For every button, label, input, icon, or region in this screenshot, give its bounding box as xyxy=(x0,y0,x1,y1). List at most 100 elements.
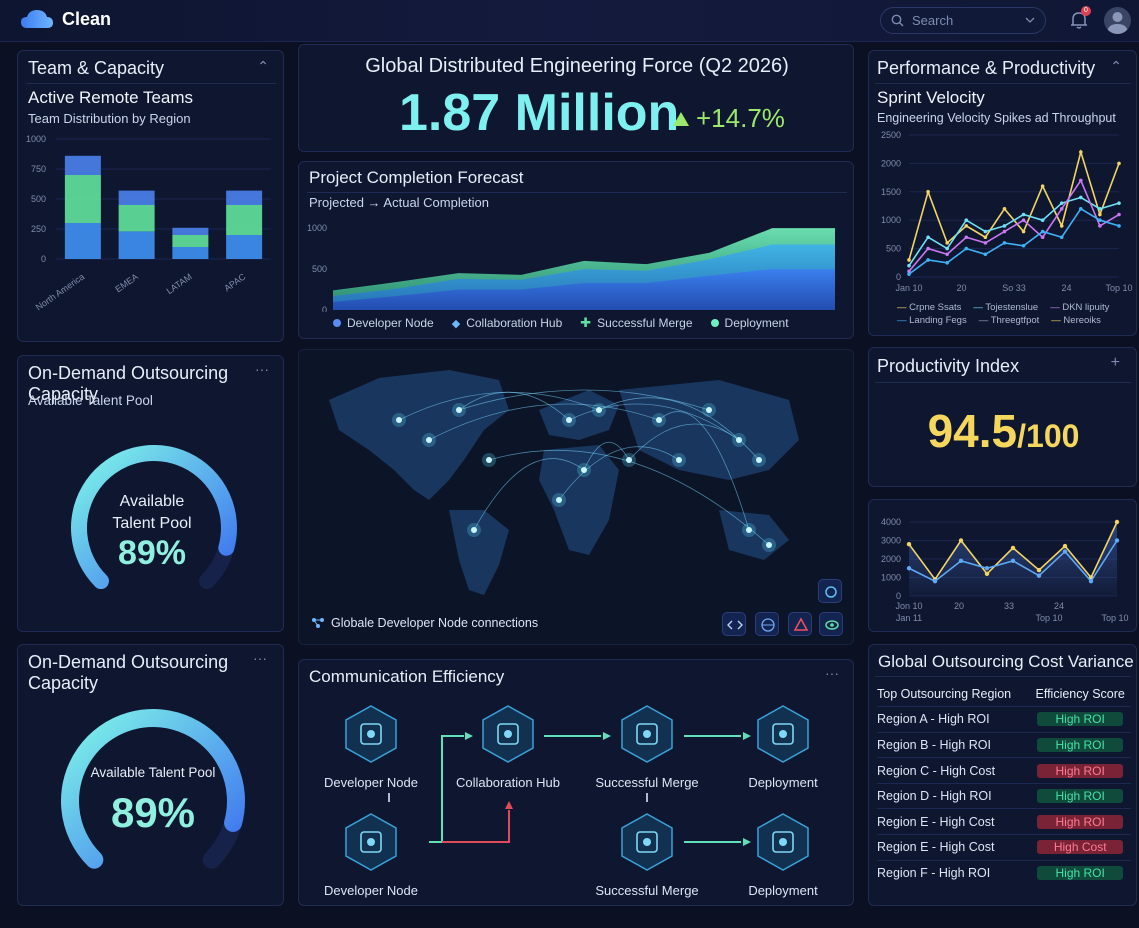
app-name: Clean xyxy=(62,8,112,29)
column-header-region[interactable]: Top Outsourcing Region xyxy=(877,686,1012,701)
data-point xyxy=(945,261,949,265)
world-map[interactable] xyxy=(299,350,855,646)
legend-item-successful-merge[interactable]: ✚ Successful Merge xyxy=(580,315,692,331)
data-point xyxy=(984,571,990,576)
region-cell: Region C - High Cost xyxy=(877,757,1030,784)
data-point xyxy=(1059,224,1064,228)
legend-item-collaboration-hub[interactable]: ◆ Collaboration Hub xyxy=(452,316,563,330)
table-row[interactable]: Region C - High Cost High ROI xyxy=(877,757,1131,784)
world-map-panel: Globale Developer Node connections xyxy=(298,349,854,645)
flow-arrow xyxy=(429,735,464,843)
data-point xyxy=(1040,229,1045,234)
more-options-icon[interactable]: ··· xyxy=(253,650,267,666)
continent-shape xyxy=(329,370,509,500)
map-code-button[interactable] xyxy=(722,612,746,636)
flow-node-successful-merge[interactable]: Successful Merge xyxy=(589,704,705,790)
talent-gauge xyxy=(71,445,237,590)
icon-glyph xyxy=(360,831,382,853)
bar xyxy=(172,235,209,247)
node-point xyxy=(596,407,602,413)
flow-node-developer-2[interactable]: Developer Node xyxy=(319,812,423,898)
icon-glyph xyxy=(772,831,794,853)
diamond-icon: ◆ xyxy=(451,317,461,330)
flow-node-collaboration-hub[interactable]: Collaboration Hub xyxy=(449,704,567,790)
panel-caption: Engineering Velocity Spikes ad Throughpu… xyxy=(877,111,1116,125)
map-shield-button[interactable] xyxy=(818,579,842,603)
bar xyxy=(118,231,155,259)
x-tick-label: Jan 10 xyxy=(895,283,922,293)
brand[interactable]: Clean xyxy=(20,8,111,30)
data-point xyxy=(1010,558,1016,564)
node-point xyxy=(396,417,402,423)
map-eye-button[interactable] xyxy=(819,612,843,636)
flow-node-label: Developer Node xyxy=(324,883,418,898)
headline-value: 1.87 Million xyxy=(399,84,680,142)
table-row[interactable]: Region D - High ROI High ROI xyxy=(877,782,1131,809)
legend-label: Deployment xyxy=(724,316,789,330)
connection-arc xyxy=(658,411,750,531)
table-row[interactable]: Region E - High Cost High ROI xyxy=(877,808,1131,835)
legend-item-deployment[interactable]: Deployment xyxy=(710,316,789,330)
data-point xyxy=(1010,545,1016,551)
icon-glyph xyxy=(636,831,658,853)
search-input[interactable]: Search xyxy=(880,7,1046,34)
region-cell: Region E - High Cost xyxy=(877,834,1030,861)
table-row[interactable]: Region F - High ROI High ROI xyxy=(877,859,1131,886)
warning-icon xyxy=(793,617,809,631)
map-alert-button[interactable] xyxy=(788,612,812,636)
data-point xyxy=(1114,519,1120,525)
flow-node-deployment-2[interactable]: Deployment xyxy=(731,812,835,898)
flow-node-label: Deployment xyxy=(748,883,818,898)
collapse-button[interactable]: ⌃ xyxy=(1110,58,1122,74)
legend-item: — Tojestenslue xyxy=(973,302,1039,313)
panel-subtitle: Active Remote Teams xyxy=(28,88,194,107)
y-tick-label: 250 xyxy=(31,224,46,234)
icon-glyph-dot xyxy=(643,838,651,846)
bell-icon[interactable] xyxy=(1068,9,1090,31)
legend-item: — Crpne Ssats xyxy=(897,302,962,313)
data-point xyxy=(907,263,911,268)
table-row[interactable]: Region A - High ROI High ROI xyxy=(877,706,1131,733)
flow-node-deployment[interactable]: Deployment xyxy=(731,704,835,790)
legend-item-developer-node[interactable]: Developer Node xyxy=(333,316,434,330)
avatar[interactable] xyxy=(1104,7,1131,34)
table-row[interactable]: Region E - High Cost High Cost xyxy=(877,834,1131,861)
data-point xyxy=(1040,235,1045,240)
data-point xyxy=(926,258,930,262)
x-tick-label: 20 xyxy=(956,283,966,293)
collapse-button[interactable]: ⌃ xyxy=(257,58,269,74)
merge-tree-icon xyxy=(621,705,673,763)
data-point xyxy=(1021,212,1026,217)
data-point xyxy=(1002,229,1007,234)
map-globe-button[interactable] xyxy=(755,612,779,636)
data-point xyxy=(983,241,988,245)
data-point xyxy=(1059,201,1064,205)
more-options-icon[interactable]: ··· xyxy=(255,361,269,377)
velocity-legend: — Crpne Ssats — Tojestenslue — DKN lipui… xyxy=(897,301,1137,327)
status-badge: High Cost xyxy=(1037,840,1124,855)
gauge-label-line-1: Available xyxy=(119,493,185,510)
data-point xyxy=(1117,201,1121,205)
chevron-down-icon[interactable] xyxy=(1025,17,1035,24)
legend-item: — Landing Fegs xyxy=(897,315,967,326)
flow-node-successful-merge-2[interactable]: Successful Merge xyxy=(589,812,705,898)
data-point xyxy=(1098,224,1102,228)
column-header-score[interactable]: Efficiency Score xyxy=(1035,686,1125,701)
data-point xyxy=(907,272,911,276)
data-point xyxy=(1021,243,1026,248)
data-point xyxy=(1117,224,1121,228)
icon-glyph-dot xyxy=(504,730,512,738)
region-cell: Region F - High ROI xyxy=(877,859,1030,886)
node-point xyxy=(556,497,562,503)
node-point xyxy=(756,457,762,463)
add-button[interactable]: + xyxy=(1110,354,1120,371)
flow-node-developer[interactable]: Developer Node xyxy=(319,704,423,790)
data-point xyxy=(964,218,969,222)
table-row[interactable]: Region B - High ROI High ROI xyxy=(877,731,1131,758)
bar xyxy=(64,175,101,223)
more-options-icon[interactable]: ··· xyxy=(825,665,839,681)
y-tick-label: 1000 xyxy=(26,134,46,144)
data-point xyxy=(1021,229,1026,234)
gauge-value: 89% xyxy=(110,789,196,836)
flow-node-label: Developer Node xyxy=(324,775,418,790)
